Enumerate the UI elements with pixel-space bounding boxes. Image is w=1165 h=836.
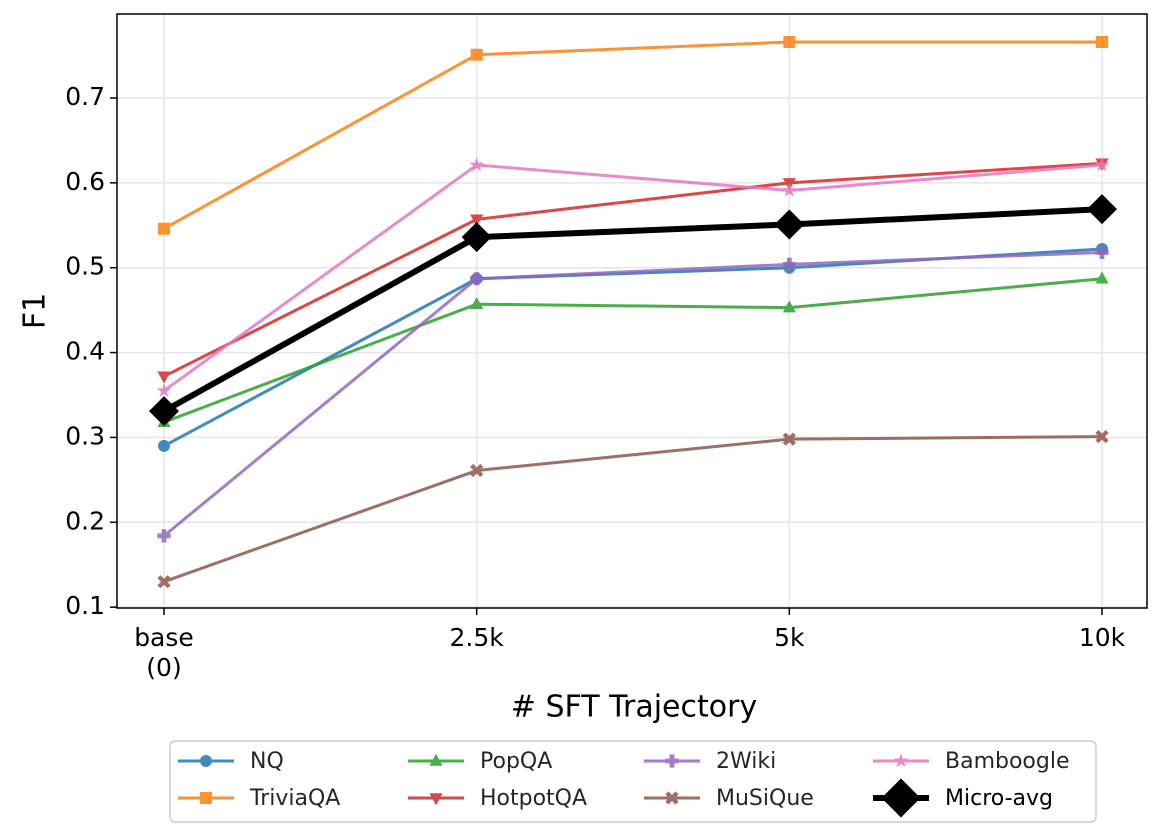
data-point	[157, 529, 171, 543]
data-point	[781, 182, 797, 197]
legend-label: NQ	[250, 749, 284, 774]
series-line	[162, 206, 1103, 414]
data-point	[158, 439, 170, 452]
y-tick-label: 0.1	[65, 591, 105, 620]
data-point	[1095, 245, 1109, 260]
data-point	[1096, 36, 1108, 49]
data-point	[157, 575, 171, 589]
x-tick-label: 10k	[1078, 623, 1126, 652]
legend-label: Micro-avg	[945, 786, 1053, 811]
y-tick-label: 0.4	[65, 337, 105, 366]
legend-box	[169, 740, 1097, 823]
series-line	[163, 161, 1103, 378]
x-axis-label: # SFT Trajectory	[511, 690, 757, 725]
legend-marker	[893, 753, 909, 768]
data-point	[782, 257, 796, 271]
series	[149, 194, 1117, 427]
series-line	[163, 247, 1103, 448]
data-point	[470, 463, 484, 478]
data-point	[470, 272, 484, 286]
y-tick-label: 0.7	[65, 82, 105, 111]
data-point	[469, 157, 485, 172]
series	[158, 36, 1108, 235]
y-tick-label: 0.6	[65, 167, 105, 196]
series	[157, 158, 1109, 384]
data-point	[149, 396, 179, 427]
legend-label: PopQA	[480, 749, 552, 774]
data-point	[157, 371, 171, 384]
data-point	[782, 300, 796, 313]
data-point	[470, 48, 483, 61]
data-point	[1095, 429, 1109, 444]
legend-item: Bamboogle	[873, 749, 1070, 774]
data-point	[774, 209, 805, 240]
data-point	[461, 222, 492, 253]
y-axis-label: F1	[18, 293, 53, 329]
legend-marker	[429, 793, 443, 806]
legend-marker	[665, 791, 679, 805]
legend-marker	[665, 754, 679, 768]
legend-marker	[200, 792, 212, 804]
y-tick-label: 0.3	[65, 421, 105, 450]
series	[156, 157, 1110, 398]
y-tick-label: 0.5	[65, 252, 105, 281]
legend-label: 2Wiki	[716, 749, 776, 774]
x-tick-label: 2.5k	[449, 623, 504, 652]
series	[157, 245, 1109, 543]
legend-item: Micro-avg	[873, 778, 1053, 818]
data-point	[782, 432, 796, 446]
legend-item: TriviaQA	[178, 786, 340, 811]
y-tick-label: 0.2	[65, 506, 105, 535]
data-point	[1094, 157, 1110, 172]
data-point	[783, 36, 796, 49]
legend-item: HotpotQA	[408, 786, 587, 811]
x-tick-label: 5k	[774, 623, 805, 652]
legend-item: PopQA	[408, 749, 552, 774]
legend-marker	[429, 753, 443, 766]
legend-item: NQ	[178, 749, 284, 774]
x-tick-label: base (0)	[134, 623, 194, 682]
series-line	[163, 163, 1103, 392]
data-point	[156, 382, 172, 398]
legend-label: TriviaQA	[249, 786, 340, 811]
series-line	[163, 250, 1103, 538]
legend-label: Bamboogle	[945, 749, 1070, 774]
plot-frame	[116, 13, 1148, 609]
data-point	[1087, 194, 1117, 225]
legend-item: MuSiQue	[644, 786, 814, 811]
series-line	[163, 277, 1103, 424]
series-line	[163, 40, 1102, 230]
legend-item: 2Wiki	[644, 749, 776, 774]
data-point	[158, 222, 170, 235]
data-point	[470, 297, 484, 310]
legend-marker	[881, 778, 921, 818]
legend-label: MuSiQue	[716, 786, 814, 811]
legend-label: HotpotQA	[480, 786, 587, 811]
series-line	[163, 435, 1103, 584]
series	[157, 271, 1109, 427]
data-point	[470, 214, 484, 227]
data-point	[1095, 271, 1109, 284]
legend-marker	[200, 755, 212, 767]
series	[157, 429, 1109, 589]
series	[158, 243, 1108, 452]
